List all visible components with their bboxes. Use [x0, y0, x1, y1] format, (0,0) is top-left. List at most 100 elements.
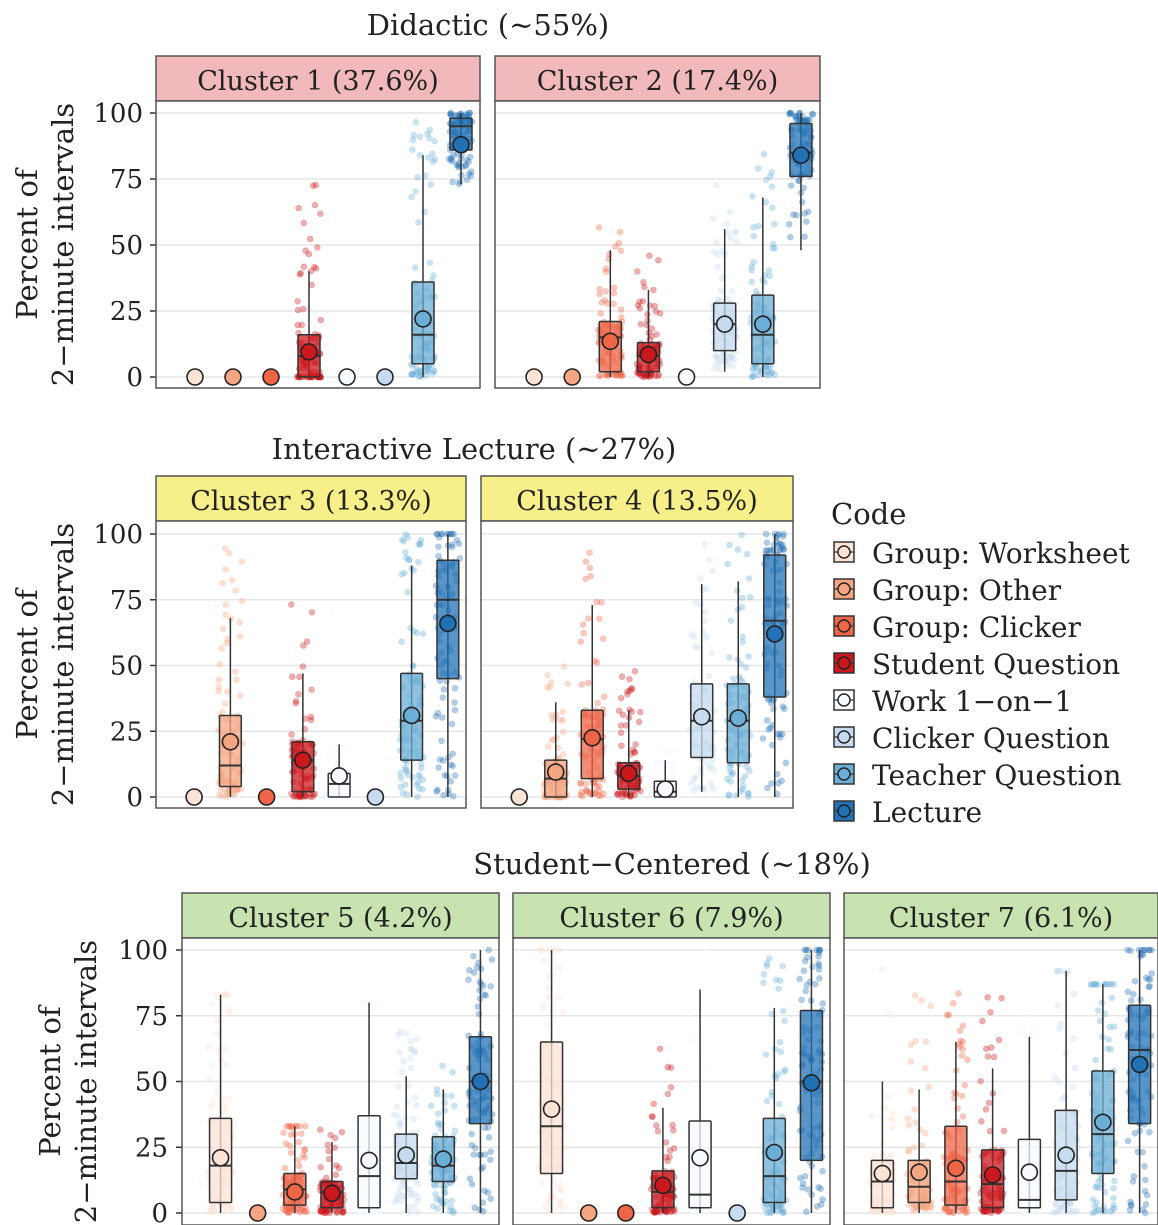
- jitter-point: [725, 229, 732, 237]
- jitter-point: [792, 116, 800, 123]
- jitter-point: [767, 724, 774, 732]
- jitter-point: [419, 630, 427, 638]
- jitter-point: [726, 654, 733, 661]
- jitter-point: [711, 352, 719, 360]
- jitter-point: [726, 352, 734, 359]
- jitter-point: [754, 367, 762, 375]
- box-student-question: [633, 252, 664, 381]
- jitter-point: [907, 1087, 915, 1094]
- jitter-point: [402, 531, 410, 538]
- legend-key-point: [837, 656, 851, 670]
- jitter-point: [415, 219, 422, 226]
- jitter-point: [407, 1054, 415, 1062]
- jitter-point: [208, 1062, 216, 1070]
- box-lecture: [785, 109, 817, 251]
- group-title-interactive-lecture: Interactive Lecture (~27%): [272, 432, 677, 466]
- jitter-point: [618, 742, 625, 750]
- jitter-point: [746, 767, 753, 774]
- jitter-point: [1092, 1183, 1100, 1191]
- jitter-point: [958, 1052, 966, 1059]
- jitter-point: [325, 755, 332, 763]
- jitter-point: [806, 116, 814, 123]
- jitter-point: [786, 110, 794, 117]
- legend-label: Group: Clicker: [872, 611, 1081, 644]
- jitter-point: [655, 770, 663, 778]
- jitter-point: [398, 638, 405, 646]
- jitter-point: [438, 737, 445, 745]
- jitter-point: [613, 371, 621, 379]
- jitter-point: [415, 373, 423, 380]
- facet-strip-label: Cluster 3 (13.3%): [190, 486, 431, 517]
- jitter-point: [433, 530, 441, 538]
- box-group-clicker: [577, 549, 608, 800]
- facet-panel: Cluster 4 (13.5%): [480, 475, 794, 809]
- mean-point: [257, 788, 276, 806]
- jitter-point: [766, 272, 774, 280]
- jitter-point: [911, 1106, 919, 1113]
- mean-point: [323, 1184, 341, 1203]
- jitter-point: [407, 1045, 415, 1053]
- jitter-point: [450, 151, 457, 159]
- jitter-point: [445, 530, 453, 538]
- jitter-point: [578, 681, 586, 688]
- jitter-point: [791, 112, 799, 120]
- jitter-point: [758, 365, 765, 373]
- jitter-point: [593, 659, 601, 667]
- jitter-point: [594, 791, 602, 799]
- jitter-point: [374, 1033, 382, 1040]
- mean-point: [211, 1148, 230, 1167]
- jitter-point: [708, 649, 715, 657]
- jitter-point: [431, 156, 439, 163]
- jitter-point: [375, 1065, 382, 1073]
- jitter-point: [547, 679, 555, 686]
- jitter-point: [1069, 1083, 1077, 1090]
- jitter-point: [283, 1208, 291, 1216]
- jitter-point: [449, 750, 457, 758]
- jitter-point: [775, 985, 782, 993]
- y-tick-label: 100: [93, 99, 143, 129]
- jitter-point: [779, 1007, 787, 1015]
- jitter-point: [636, 298, 643, 306]
- box-group-other: [224, 368, 242, 386]
- jitter-point: [703, 949, 710, 956]
- jitter-point: [367, 999, 374, 1006]
- jitter-point: [705, 672, 713, 680]
- facet-panel: Cluster 2 (17.4%): [494, 55, 821, 389]
- jitter-point: [797, 1174, 804, 1182]
- jitter-point: [662, 1153, 670, 1161]
- mean-point: [692, 707, 711, 726]
- jitter-point: [228, 576, 236, 584]
- jitter-point: [804, 946, 812, 954]
- jitter-point: [415, 771, 422, 779]
- jitter-point: [411, 264, 419, 271]
- jitter-point: [631, 748, 639, 756]
- jitter-point: [407, 1064, 415, 1072]
- jitter-point: [713, 359, 721, 367]
- jitter-point: [961, 1082, 969, 1089]
- jitter-point: [579, 621, 587, 628]
- mean-point: [691, 1148, 709, 1167]
- jitter-point: [300, 263, 308, 271]
- jitter-point: [463, 176, 471, 183]
- jitter-point: [1145, 983, 1153, 991]
- jitter-point: [690, 633, 698, 641]
- jitter-point: [691, 1110, 699, 1118]
- jitter-point: [595, 783, 603, 790]
- jitter-point: [918, 996, 925, 1004]
- jitter-point: [398, 1068, 406, 1075]
- jitter-point: [548, 711, 555, 719]
- jitter-point: [333, 1162, 340, 1169]
- jitter-point: [225, 1095, 233, 1102]
- mean-point: [601, 332, 620, 351]
- jitter-point: [713, 239, 720, 246]
- jitter-point: [439, 757, 447, 764]
- jitter-point: [424, 154, 432, 161]
- jitter-point: [465, 170, 473, 178]
- jitter-point: [602, 265, 610, 272]
- y-tick-label: 100: [118, 936, 168, 966]
- jitter-point: [401, 781, 409, 789]
- jitter-point: [1128, 1201, 1135, 1208]
- jitter-point: [345, 746, 353, 754]
- jitter-point: [727, 778, 734, 785]
- jitter-point: [430, 368, 438, 375]
